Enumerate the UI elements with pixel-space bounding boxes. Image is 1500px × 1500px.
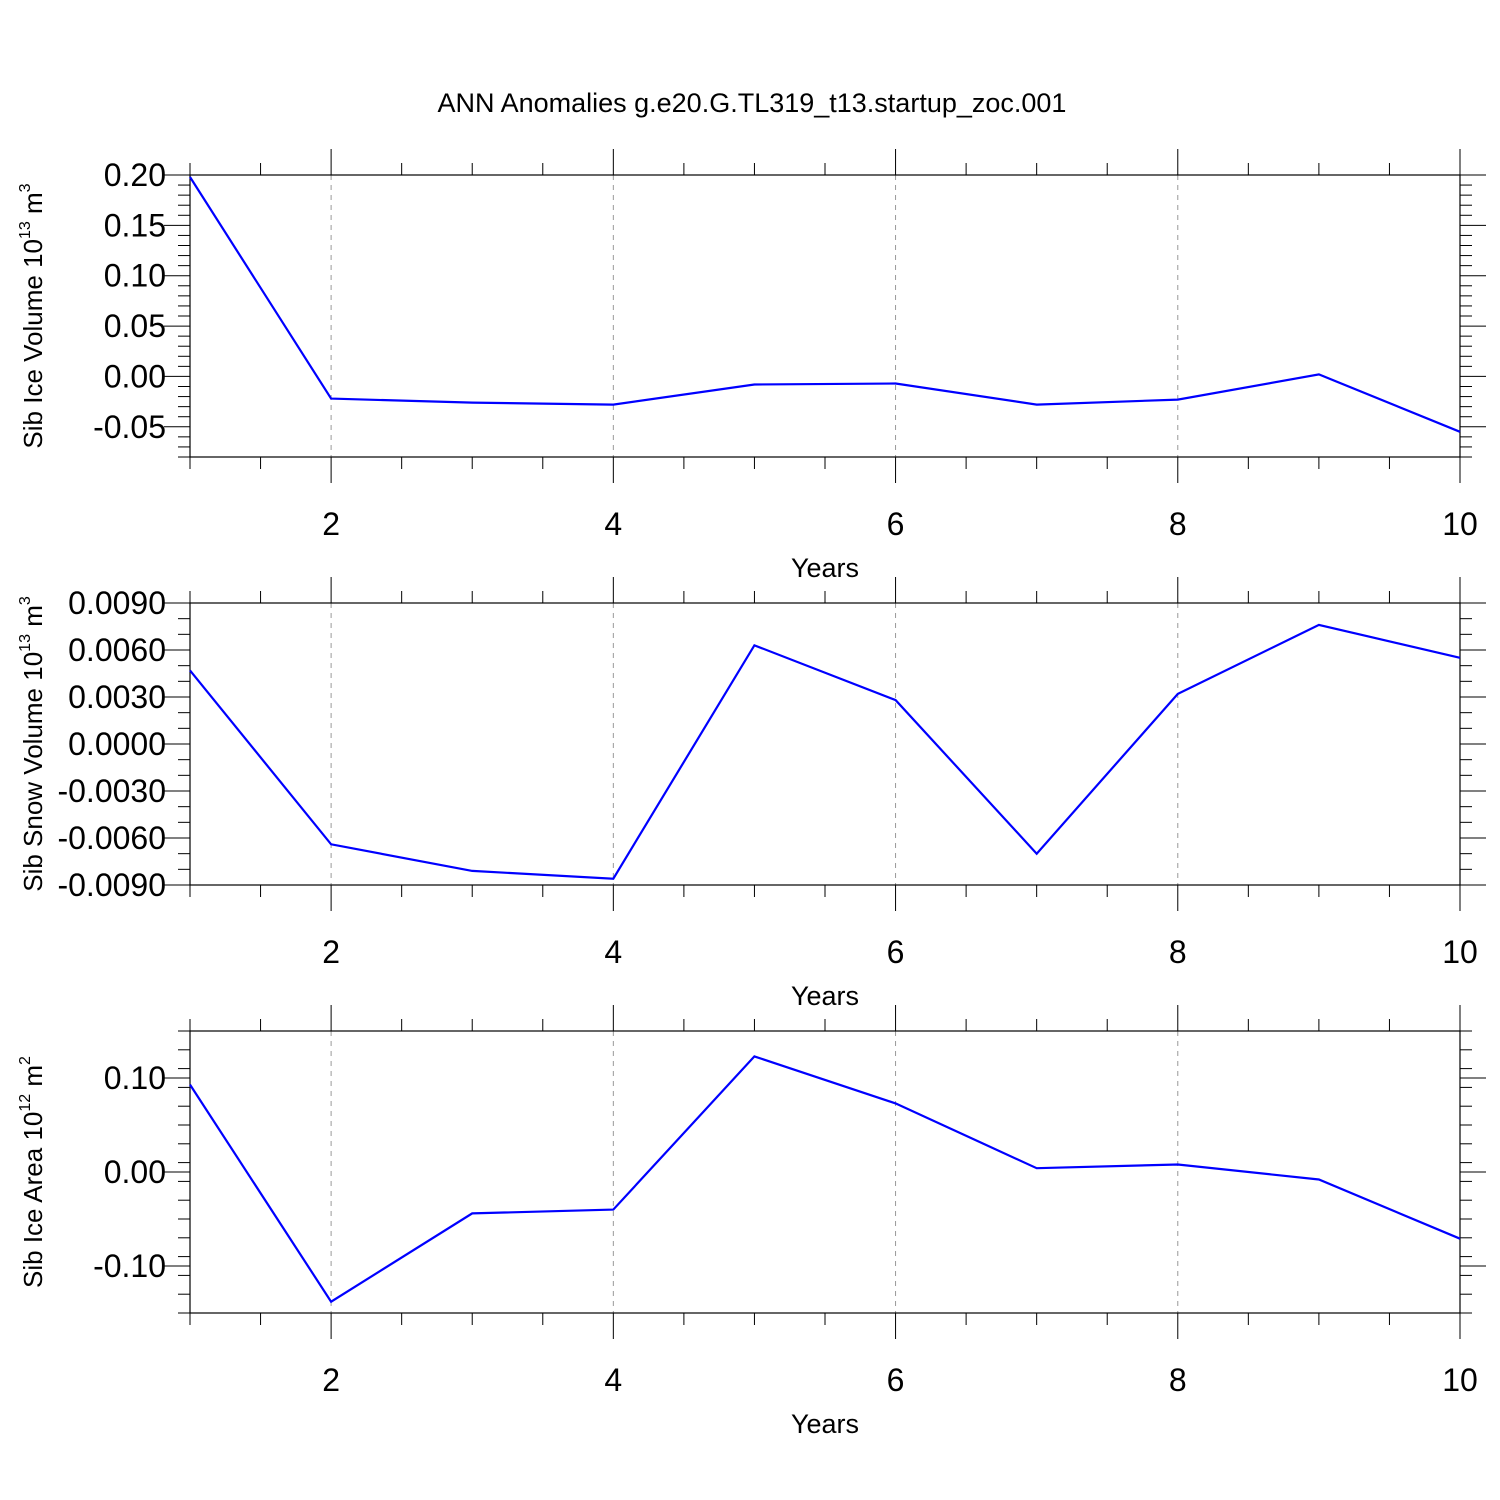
x-tick-label: 4 bbox=[604, 506, 622, 542]
y-tick-label: 0.05 bbox=[104, 308, 166, 344]
x-axis-label: Years bbox=[791, 1409, 859, 1439]
y-tick-label: 0.10 bbox=[104, 1060, 166, 1096]
y-tick-label: 0.15 bbox=[104, 207, 166, 243]
y-tick-label: -0.10 bbox=[93, 1248, 166, 1284]
x-axis-label: Years bbox=[791, 981, 859, 1011]
y-tick-label: -0.0060 bbox=[57, 820, 166, 856]
y-tick-label: 0.0090 bbox=[68, 585, 166, 621]
x-tick-label: 4 bbox=[604, 934, 622, 970]
x-tick-label: 6 bbox=[887, 934, 905, 970]
y-axis-label: Sib Ice Area 1012 m2 bbox=[17, 1056, 48, 1288]
x-axis-label: Years bbox=[791, 553, 859, 583]
x-tick-label: 2 bbox=[322, 1362, 340, 1398]
y-axis-label: Sib Snow Volume 1013 m3 bbox=[17, 596, 48, 892]
y-tick-label: -0.0090 bbox=[57, 867, 166, 903]
x-tick-label: 8 bbox=[1169, 506, 1187, 542]
y-tick-label: 0.00 bbox=[104, 358, 166, 394]
chart-panel-1: -0.05 0.00 0.05 0.10 0.15 0.20 2 4 6 8 10 Years Sib … bbox=[17, 149, 1486, 583]
chart-panel-3: -0.10 0.00 0.10 2 4 6 8 10 Years Sib Ice Area 101… bbox=[17, 1005, 1486, 1439]
y-tick-label: 0.0030 bbox=[68, 679, 166, 715]
y-tick-label: 0.20 bbox=[104, 157, 166, 193]
series-line bbox=[189, 1055, 1461, 1304]
y-axis-label: Sib Ice Volume 1013 m3 bbox=[17, 183, 48, 448]
series-line bbox=[189, 176, 1461, 433]
series-line bbox=[189, 623, 1461, 880]
x-tick-label: 2 bbox=[322, 506, 340, 542]
x-tick-label: 10 bbox=[1442, 1362, 1478, 1398]
chart-panel-2: -0.0090 -0.0060 -0.0030 0.0000 0.0030 0.0060 0… bbox=[17, 577, 1486, 1011]
y-tick-label: 0.00 bbox=[104, 1154, 166, 1190]
x-tick-label: 10 bbox=[1442, 934, 1478, 970]
x-tick-label: 2 bbox=[322, 934, 340, 970]
y-tick-label: -0.05 bbox=[93, 409, 166, 445]
chart-title: ANN Anomalies g.e20.G.TL319_t13.startup_… bbox=[438, 88, 1067, 118]
y-tick-label: 0.0060 bbox=[68, 632, 166, 668]
x-tick-label: 8 bbox=[1169, 1362, 1187, 1398]
plot-frame bbox=[189, 174, 1461, 458]
x-tick-label: 10 bbox=[1442, 506, 1478, 542]
x-tick-label: 8 bbox=[1169, 934, 1187, 970]
x-tick-label: 6 bbox=[887, 1362, 905, 1398]
x-tick-label: 4 bbox=[604, 1362, 622, 1398]
y-tick-label: -0.0030 bbox=[57, 773, 166, 809]
y-tick-label: 0.0000 bbox=[68, 726, 166, 762]
x-tick-label: 6 bbox=[887, 506, 905, 542]
plot-frame bbox=[189, 602, 1461, 886]
y-tick-label: 0.10 bbox=[104, 258, 166, 294]
